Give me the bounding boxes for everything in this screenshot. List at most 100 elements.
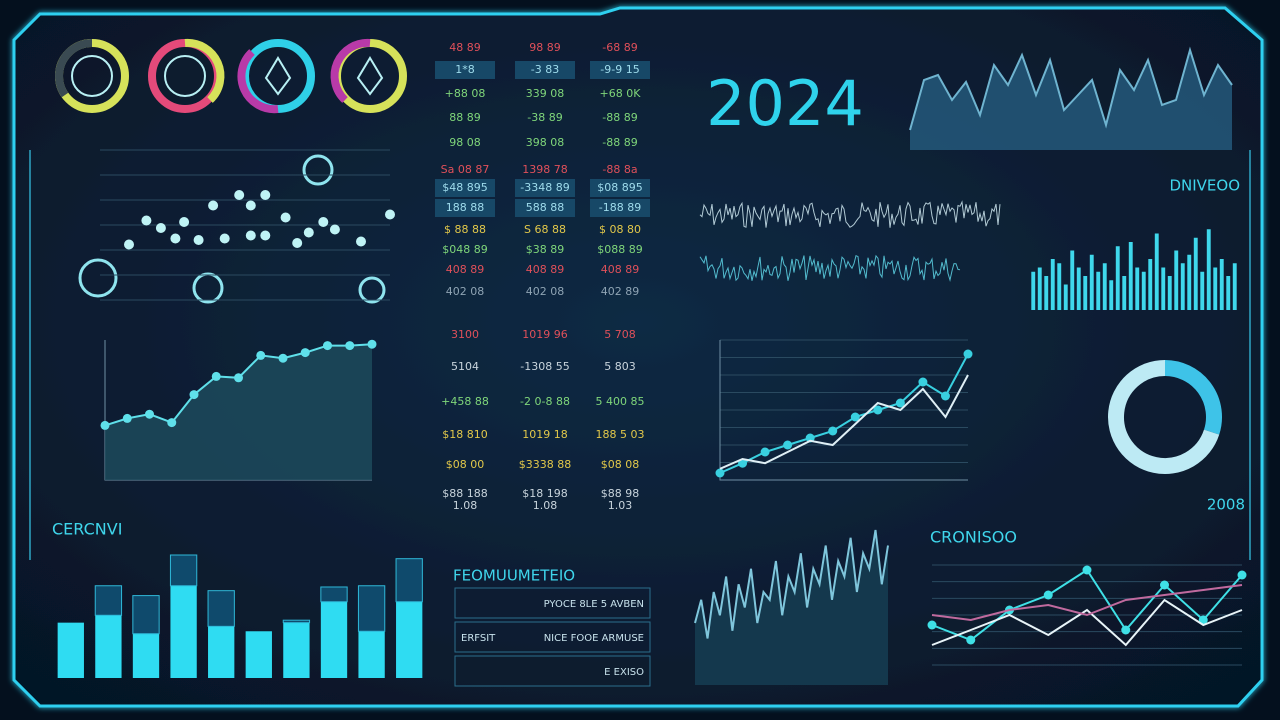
table-cell: 5 803 — [604, 360, 636, 373]
table-cell: $08 895 — [597, 181, 643, 194]
table-cell: $048 89 — [442, 243, 488, 256]
scatter-point — [141, 215, 152, 226]
waveform — [699, 200, 1001, 228]
table-cell: 48 89 — [449, 41, 481, 54]
bar — [1122, 276, 1127, 310]
point — [1237, 570, 1247, 580]
point — [1043, 590, 1053, 600]
table-cell: 1*8 — [455, 63, 475, 76]
bar-segment — [245, 631, 272, 678]
table-cell: $18 810 — [442, 428, 488, 441]
waveform — [699, 254, 961, 282]
point — [122, 413, 132, 423]
table-cell: 1.08 — [533, 499, 558, 512]
bar-segment — [207, 590, 235, 627]
bar-segment — [95, 615, 122, 678]
table-cell: 408 89 — [446, 263, 485, 276]
bar — [1109, 280, 1114, 310]
table-cell: 1.08 — [453, 499, 478, 512]
point — [367, 339, 377, 349]
bar — [1037, 267, 1042, 310]
scatter-point — [193, 235, 204, 245]
form-row — [454, 621, 651, 653]
point — [145, 409, 154, 419]
point — [1121, 625, 1131, 635]
table-cell: -88 89 — [602, 111, 637, 124]
table-cell: 1.03 — [608, 499, 633, 512]
table-cell: +68 0K — [600, 87, 642, 100]
form-text: ERFSIT — [461, 633, 496, 644]
table-cell: $3338 88 — [519, 458, 572, 471]
bar-segment — [283, 622, 310, 678]
waveforms — [699, 200, 1001, 282]
scatter-point — [260, 230, 271, 241]
bar — [1161, 267, 1166, 310]
table-cell: $88 98 — [601, 487, 640, 500]
table-cell: -188 89 — [599, 201, 641, 214]
table-cell: 98 08 — [449, 136, 481, 149]
bar-segment — [396, 601, 423, 678]
form-text: PYOCE 8LE 5 AVBEN — [544, 599, 644, 610]
point — [1082, 565, 1092, 575]
point — [783, 440, 793, 450]
table-cell: 398 08 — [526, 136, 565, 149]
table-cell: -88 8a — [602, 163, 637, 176]
scatter-point — [329, 224, 340, 235]
point — [167, 418, 177, 428]
bar — [1050, 259, 1055, 310]
form-row — [454, 655, 651, 687]
scatter-point — [155, 223, 166, 233]
table-cell: 5104 — [451, 360, 479, 373]
scatter-point — [260, 190, 271, 200]
bar — [1135, 267, 1140, 310]
table-cell: 188 88 — [446, 201, 485, 214]
table-cell: -9-9 15 — [600, 63, 639, 76]
scatter-point — [303, 227, 314, 238]
point — [895, 398, 905, 408]
table-cell: +458 88 — [441, 395, 489, 408]
point — [918, 377, 928, 387]
bar — [1102, 263, 1107, 310]
table-cell: 402 08 — [446, 285, 485, 298]
donut-segment — [1164, 360, 1222, 435]
table-cell: $ 08 80 — [599, 223, 641, 236]
cell-box — [515, 61, 575, 79]
scatter-point — [245, 230, 256, 241]
bar-segment — [282, 619, 311, 624]
table-cell: 408 89 — [601, 263, 640, 276]
bar — [1083, 276, 1088, 310]
point — [715, 468, 725, 478]
point — [1198, 615, 1208, 625]
point — [940, 391, 950, 401]
table-cell: 188 5 03 — [596, 428, 645, 441]
chart-title: CRONISOO — [930, 528, 1017, 547]
bar-segment — [170, 585, 197, 678]
scatter-point — [356, 236, 366, 247]
bar-segment — [358, 631, 385, 678]
bar — [1089, 254, 1094, 310]
bar — [1063, 284, 1068, 310]
line — [719, 374, 969, 470]
area — [695, 530, 888, 685]
table-cell: -1308 55 — [520, 360, 569, 373]
scatter-point — [208, 200, 219, 211]
bar-segment — [357, 585, 386, 632]
donut-segment — [1108, 360, 1220, 474]
point — [100, 420, 110, 430]
point — [828, 426, 838, 436]
bar-segment — [320, 601, 348, 678]
bar-segment — [208, 626, 235, 678]
bar — [1200, 271, 1205, 310]
bar — [1154, 233, 1159, 310]
area — [910, 50, 1232, 150]
point — [256, 350, 266, 360]
line — [931, 584, 1243, 622]
year-heading: 2024 — [706, 67, 864, 140]
form-row — [454, 587, 651, 619]
bar — [1226, 276, 1231, 310]
line — [694, 529, 889, 639]
cell-box — [590, 179, 650, 197]
point — [189, 390, 199, 400]
table-cell: $18 198 — [522, 487, 568, 500]
